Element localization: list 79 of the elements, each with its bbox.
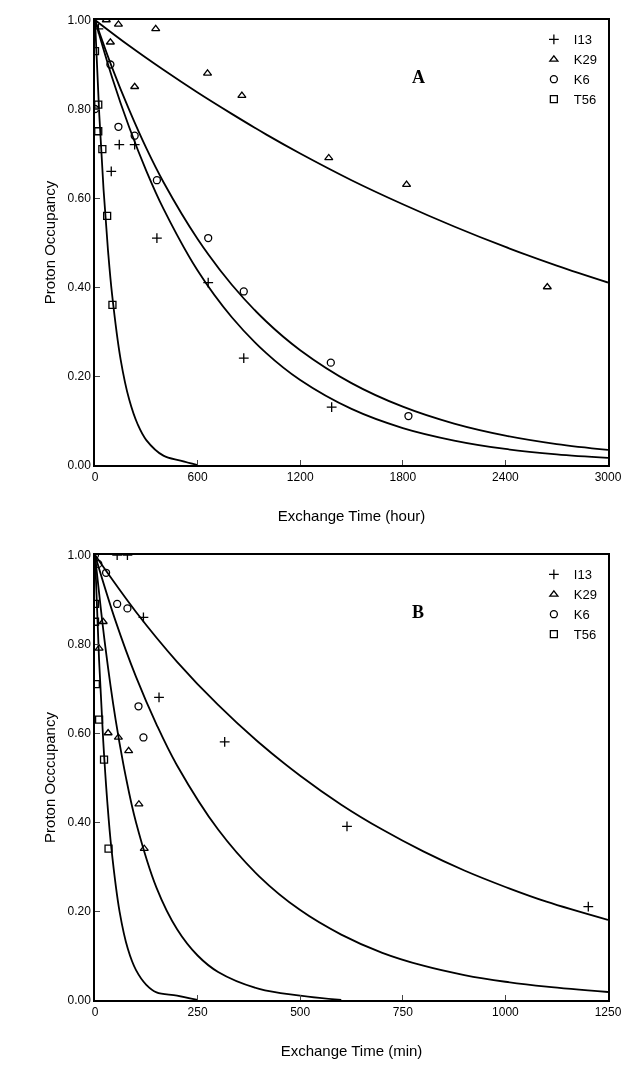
legend-label: T56: [573, 92, 597, 108]
point: [95, 715, 104, 724]
point: [130, 131, 139, 140]
legend-label: K6: [573, 607, 590, 623]
y-tick-label: 1.00: [67, 548, 92, 563]
point: [114, 122, 123, 131]
x-tick-label: 250: [187, 1005, 208, 1020]
point: [106, 60, 115, 69]
point: [102, 211, 112, 220]
point: [95, 127, 103, 136]
x-tick-label: 1200: [286, 470, 314, 485]
point: [103, 728, 113, 736]
x-tick-label: 0: [91, 1005, 99, 1020]
point: [104, 844, 113, 853]
point: [404, 411, 413, 421]
legend-label: K6: [573, 72, 590, 88]
x-tick-label: 3000: [594, 470, 622, 485]
y-tick-label: 0.80: [67, 637, 92, 652]
x-tick-label: 600: [187, 470, 208, 485]
point: [219, 736, 231, 748]
point: [134, 800, 144, 807]
point: [237, 91, 247, 99]
x-tick-label: 1800: [389, 470, 417, 485]
point: [153, 691, 165, 703]
point: [151, 232, 163, 244]
x-axis-title: Exchange Time (hour): [277, 506, 426, 524]
y-tick-label: 0.40: [67, 815, 92, 830]
point: [582, 901, 594, 913]
point: [401, 180, 412, 188]
x-tick-label: 0: [91, 470, 99, 485]
y-tick-label: 0.20: [67, 904, 92, 919]
point: [139, 733, 148, 742]
point: [123, 746, 134, 754]
x-tick-label: 500: [290, 1005, 311, 1020]
point: [326, 358, 335, 367]
y-tick-label: 0.00: [67, 993, 92, 1008]
point: [204, 233, 213, 243]
annotation: A: [412, 67, 425, 87]
point: [542, 282, 552, 290]
x-tick-label: 1250: [594, 1005, 622, 1020]
x-axis-title: Exchange Time (min): [280, 1041, 423, 1059]
legend-label: I13: [573, 32, 592, 48]
point: [326, 401, 338, 413]
point: [324, 153, 334, 161]
point: [129, 82, 140, 90]
legend-label: K29: [573, 52, 598, 68]
y-tick-label: 0.20: [67, 369, 92, 384]
legend-label: K29: [573, 587, 598, 603]
point: [113, 139, 125, 151]
y-tick-label: 0.60: [67, 191, 92, 206]
y-tick-label: 0.60: [67, 726, 92, 741]
point: [238, 352, 250, 364]
point: [123, 604, 132, 613]
x-tick-label: 1000: [492, 1005, 520, 1020]
point: [95, 100, 103, 109]
point: [341, 820, 353, 832]
point: [95, 644, 104, 651]
point: [108, 300, 117, 309]
y-tick-label: 0.40: [67, 280, 92, 295]
point: [105, 165, 117, 177]
y-axis-title: Proton Occupancy: [40, 180, 58, 305]
point: [151, 24, 161, 32]
legend-label: T56: [573, 627, 597, 643]
y-tick-label: 1.00: [67, 13, 92, 28]
y-tick-label: 0.00: [67, 458, 92, 473]
point: [113, 599, 122, 609]
point: [101, 568, 111, 577]
point: [239, 287, 248, 296]
y-axis-title: Proton Occcupancy: [40, 711, 58, 843]
y-tick-label: 0.80: [67, 102, 92, 117]
x-tick-label: 2400: [492, 470, 520, 485]
point: [152, 176, 162, 185]
point: [139, 844, 149, 852]
point: [98, 617, 108, 625]
point: [98, 144, 107, 154]
annotation: B: [412, 602, 425, 622]
point: [134, 702, 143, 711]
x-tick-label: 750: [392, 1005, 414, 1020]
legend-label: I13: [573, 567, 592, 583]
